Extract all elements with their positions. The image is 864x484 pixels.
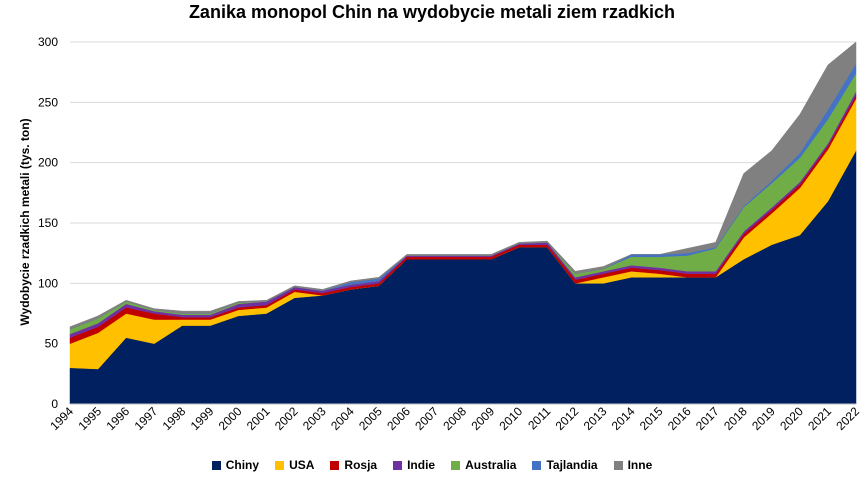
legend-label: Tajlandia (546, 458, 598, 472)
x-tick-label: 2005 (356, 404, 385, 433)
y-tick-label: 200 (38, 156, 58, 170)
x-tick-label: 2009 (468, 404, 497, 433)
y-tick-label: 300 (38, 35, 58, 49)
y-tick-label: 150 (38, 216, 58, 230)
x-tick-label: 2019 (749, 404, 778, 433)
x-tick-label: 2007 (412, 404, 441, 433)
legend-item-australia: Australia (451, 458, 516, 472)
x-tick-label: 2016 (665, 404, 694, 433)
x-tick-label: 2022 (833, 404, 862, 433)
area-series-inne (69, 41, 857, 330)
x-tick-label: 2020 (777, 404, 806, 433)
x-tick-label: 2018 (721, 404, 750, 433)
x-tick-label: 2002 (272, 404, 301, 433)
y-tick-label: 250 (38, 95, 58, 109)
x-tick-label: 2011 (525, 404, 553, 432)
legend-label: Australia (465, 458, 517, 472)
x-tick-label: 1999 (188, 404, 217, 433)
y-tick-label: 0 (51, 397, 58, 411)
legend-item-inne: Inne (613, 458, 653, 472)
x-tick-label: 1998 (160, 404, 189, 433)
legend: Chiny USA Rosja Indie Australia Tajlandia Inne (0, 458, 864, 472)
legend-item-usa: USA (275, 458, 314, 472)
x-tick-label: 2012 (553, 404, 582, 433)
x-tick-label: 1997 (132, 404, 161, 433)
x-tick-label: 1995 (75, 404, 104, 433)
legend-swatch (532, 460, 542, 470)
legend-label: USA (289, 458, 315, 472)
x-tick-label: 2015 (637, 404, 666, 433)
legend-item-chiny: Chiny (211, 458, 260, 472)
legend-swatch (211, 460, 221, 470)
x-tick-label: 1996 (103, 404, 132, 433)
legend-label: Inne (627, 458, 653, 472)
legend-swatch (275, 460, 285, 470)
x-tick-label: 2003 (300, 404, 329, 433)
legend-swatch (451, 460, 461, 470)
x-tick-label: 2004 (328, 404, 357, 433)
x-tick-label: 2000 (216, 404, 245, 433)
y-tick-label: 50 (45, 337, 59, 351)
legend-label: Rosja (344, 458, 378, 472)
legend-item-rosja: Rosja (330, 458, 377, 472)
x-tick-label: 2008 (440, 404, 469, 433)
x-tick-label: 2014 (609, 404, 638, 433)
legend-swatch (613, 460, 623, 470)
legend-item-indie: Indie (393, 458, 435, 472)
legend-swatch (393, 460, 403, 470)
y-axis-label: Wydobycie rzadkich metali (tys. ton) (18, 118, 32, 325)
x-tick-label: 2017 (693, 404, 722, 433)
x-tick-label: 2021 (805, 404, 834, 433)
legend-label: Chiny (225, 458, 260, 472)
y-tick-label: 100 (38, 276, 58, 290)
legend-label: Indie (407, 458, 436, 472)
x-tick-label: 2010 (496, 404, 525, 433)
chart-title: Zanika monopol Chin na wydobycie metali … (188, 2, 676, 22)
x-tick-label: 2001 (244, 404, 273, 433)
x-tick-label: 2013 (581, 404, 610, 433)
legend-item-tajlandia: Tajlandia (532, 458, 598, 472)
legend-swatch (330, 460, 340, 470)
x-tick-label: 2006 (384, 404, 413, 433)
